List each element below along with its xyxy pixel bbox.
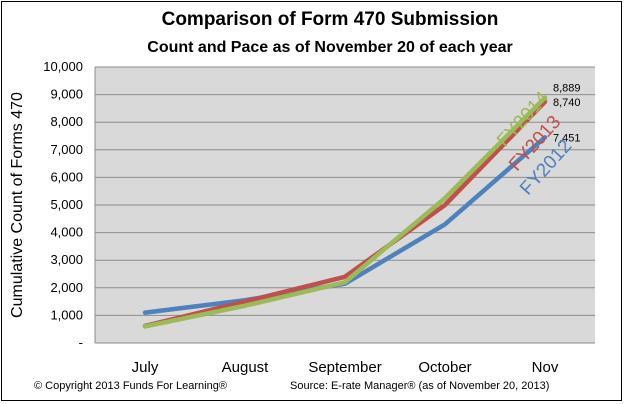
chart-subtitle: Count and Pace as of November 20 of each… (147, 39, 512, 56)
series-line-fy2013 (142, 99, 548, 329)
x-tick-label: August (222, 359, 270, 376)
y-tick-label: 4,000 (50, 225, 83, 240)
x-tick-label: July (132, 359, 159, 376)
y-tick-label: 8,000 (50, 114, 83, 129)
y-tick-label: 6,000 (50, 169, 83, 184)
data-label-fy2012: 7,451 (553, 132, 581, 144)
chart-title: Comparison of Form 470 Submission (162, 9, 499, 30)
y-axis-label: Cumulative Count of Forms 470 (9, 92, 26, 318)
y-tick-label: 3,000 (50, 252, 83, 267)
y-tick-label: 2,000 (50, 280, 83, 295)
copyright-text: © Copyright 2013 Funds For Learning® (34, 380, 227, 392)
data-label-fy2014: 8,889 (553, 83, 581, 95)
y-tick-label: 7,000 (50, 142, 83, 157)
series-line-fy2014 (142, 95, 548, 329)
y-tick-label: - (79, 335, 83, 350)
y-tick-label: 1,000 (50, 307, 83, 322)
x-tick-label: September (308, 359, 381, 376)
y-tick-label: 9,000 (50, 87, 83, 102)
y-tick-label: 10,000 (43, 59, 83, 74)
source-text: Source: E-rate Manager® (as of November … (290, 380, 549, 392)
x-tick-label: Nov (532, 359, 559, 376)
x-tick-label: October (418, 359, 471, 376)
data-label-fy2013: 8,740 (553, 97, 581, 109)
y-tick-label: 5,000 (50, 197, 83, 212)
